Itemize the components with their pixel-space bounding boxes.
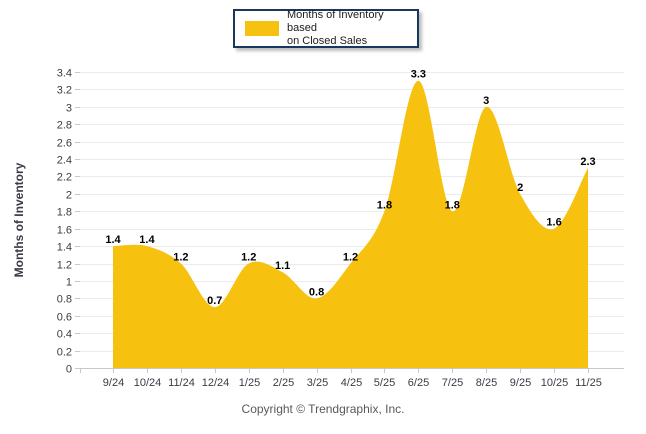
svg-text:3: 3 <box>66 103 72 115</box>
svg-text:1: 1 <box>66 277 72 289</box>
svg-text:3/25: 3/25 <box>307 377 328 389</box>
svg-text:3.2: 3.2 <box>57 85 72 97</box>
svg-text:1.6: 1.6 <box>57 225 72 237</box>
svg-text:9/24: 9/24 <box>103 377 124 389</box>
svg-text:0.6: 0.6 <box>57 312 72 324</box>
svg-text:0.7: 0.7 <box>207 295 222 307</box>
svg-text:2.4: 2.4 <box>57 155 72 167</box>
svg-text:2.8: 2.8 <box>57 120 72 132</box>
svg-text:3: 3 <box>483 95 489 107</box>
svg-text:3.3: 3.3 <box>411 69 426 81</box>
svg-text:0.2: 0.2 <box>57 347 72 359</box>
svg-text:5/25: 5/25 <box>374 377 395 389</box>
svg-text:1/25: 1/25 <box>239 377 260 389</box>
svg-text:11/24: 11/24 <box>168 377 195 389</box>
svg-text:2: 2 <box>517 182 523 194</box>
svg-text:2.6: 2.6 <box>57 138 72 150</box>
svg-text:6/25: 6/25 <box>408 377 429 389</box>
copyright-text: Copyright © Trendgraphix, Inc. <box>241 402 405 416</box>
legend-label: Months of Inventory based on Closed Sale… <box>287 9 411 48</box>
svg-text:1.2: 1.2 <box>57 260 72 272</box>
svg-text:11/25: 11/25 <box>575 377 602 389</box>
svg-text:2.3: 2.3 <box>580 156 595 168</box>
svg-text:2.2: 2.2 <box>57 172 72 184</box>
svg-text:2: 2 <box>66 190 72 202</box>
svg-text:9/25: 9/25 <box>510 377 531 389</box>
svg-text:0.8: 0.8 <box>309 286 324 298</box>
svg-text:1.4: 1.4 <box>105 234 121 246</box>
svg-text:10/24: 10/24 <box>134 377 162 389</box>
svg-text:1.2: 1.2 <box>173 252 188 264</box>
svg-text:0.8: 0.8 <box>57 294 72 306</box>
svg-text:1.1: 1.1 <box>275 260 290 272</box>
svg-text:1.6: 1.6 <box>546 217 561 229</box>
svg-text:1.8: 1.8 <box>57 207 72 219</box>
svg-text:12/24: 12/24 <box>202 377 230 389</box>
svg-text:8/25: 8/25 <box>476 377 497 389</box>
svg-text:3.4: 3.4 <box>57 68 72 80</box>
svg-text:1.8: 1.8 <box>445 199 460 211</box>
svg-text:1.2: 1.2 <box>343 252 358 264</box>
svg-text:1.4: 1.4 <box>57 242 72 254</box>
svg-text:2/25: 2/25 <box>273 377 294 389</box>
svg-text:7/25: 7/25 <box>442 377 463 389</box>
svg-text:1.4: 1.4 <box>139 234 155 246</box>
legend-label-line2: on Closed Sales <box>287 35 368 47</box>
svg-text:1.8: 1.8 <box>377 199 392 211</box>
svg-text:1.2: 1.2 <box>241 252 256 264</box>
svg-text:4/25: 4/25 <box>341 377 362 389</box>
svg-text:0: 0 <box>66 364 72 376</box>
svg-text:0.4: 0.4 <box>57 329 72 341</box>
legend-swatch <box>245 21 279 36</box>
svg-text:10/25: 10/25 <box>541 377 569 389</box>
legend-label-line1: Months of Inventory based <box>287 9 384 34</box>
legend: Months of Inventory based on Closed Sale… <box>233 9 419 48</box>
